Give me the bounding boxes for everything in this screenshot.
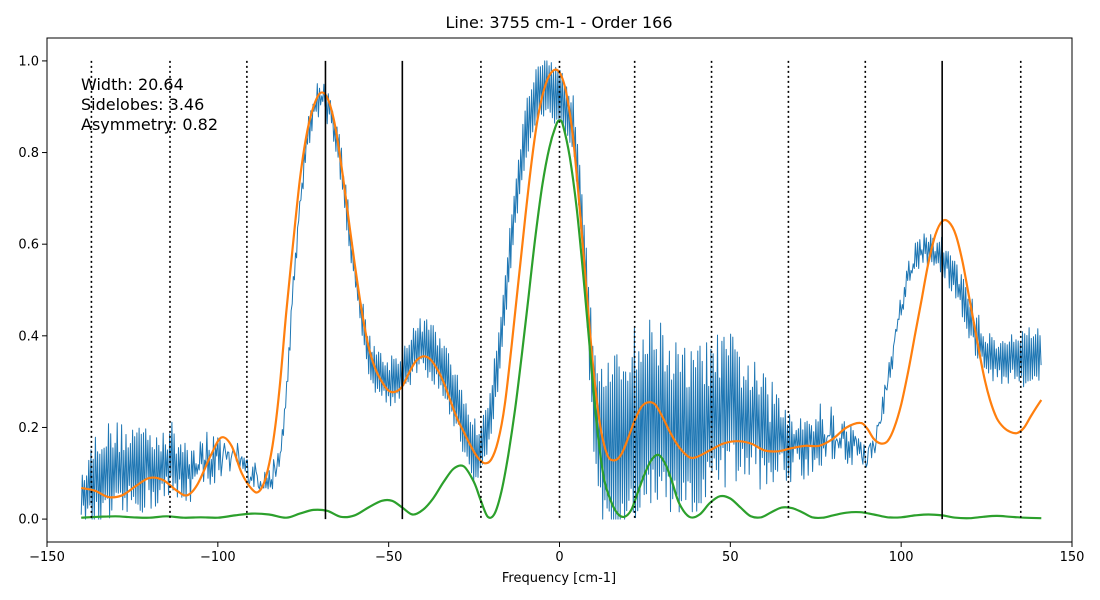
series-group — [80, 60, 1043, 520]
annotation-text: Sidelobes: 3.46 — [81, 95, 204, 114]
y-axis: 0.0 0.2 0.4 0.6 0.8 1.0 — [18, 54, 47, 528]
x-axis: −150 −100 −50 0 50 100 150 — [29, 542, 1084, 565]
annotation-text: Asymmetry: 0.82 — [81, 115, 218, 134]
x-tick-label: −100 — [200, 550, 236, 565]
x-tick-label: 150 — [1060, 550, 1085, 565]
x-axis-label: Frequency [cm-1] — [502, 571, 616, 586]
plot-area — [46, 37, 1073, 543]
series-measured-line — [80, 60, 1042, 520]
y-tick-label: 0.8 — [18, 146, 39, 161]
y-tick-label: 0.2 — [18, 421, 39, 436]
series-line-2 — [81, 119, 1042, 520]
x-tick-label: −150 — [29, 550, 65, 565]
x-tick-label: 50 — [722, 550, 739, 565]
y-tick-label: 1.0 — [18, 54, 39, 69]
chart-title: Line: 3755 cm-1 - Order 166 — [446, 13, 673, 32]
x-tick-label: 100 — [889, 550, 914, 565]
y-tick-label: 0.4 — [18, 329, 39, 344]
x-tick-label: −50 — [375, 550, 402, 565]
series-line-1 — [80, 68, 1043, 499]
y-tick-label: 0.6 — [18, 238, 39, 253]
annotation-text: Width: 20.64 — [81, 75, 184, 94]
y-tick-label: 0.0 — [18, 513, 39, 528]
x-tick-label: 0 — [555, 550, 563, 565]
